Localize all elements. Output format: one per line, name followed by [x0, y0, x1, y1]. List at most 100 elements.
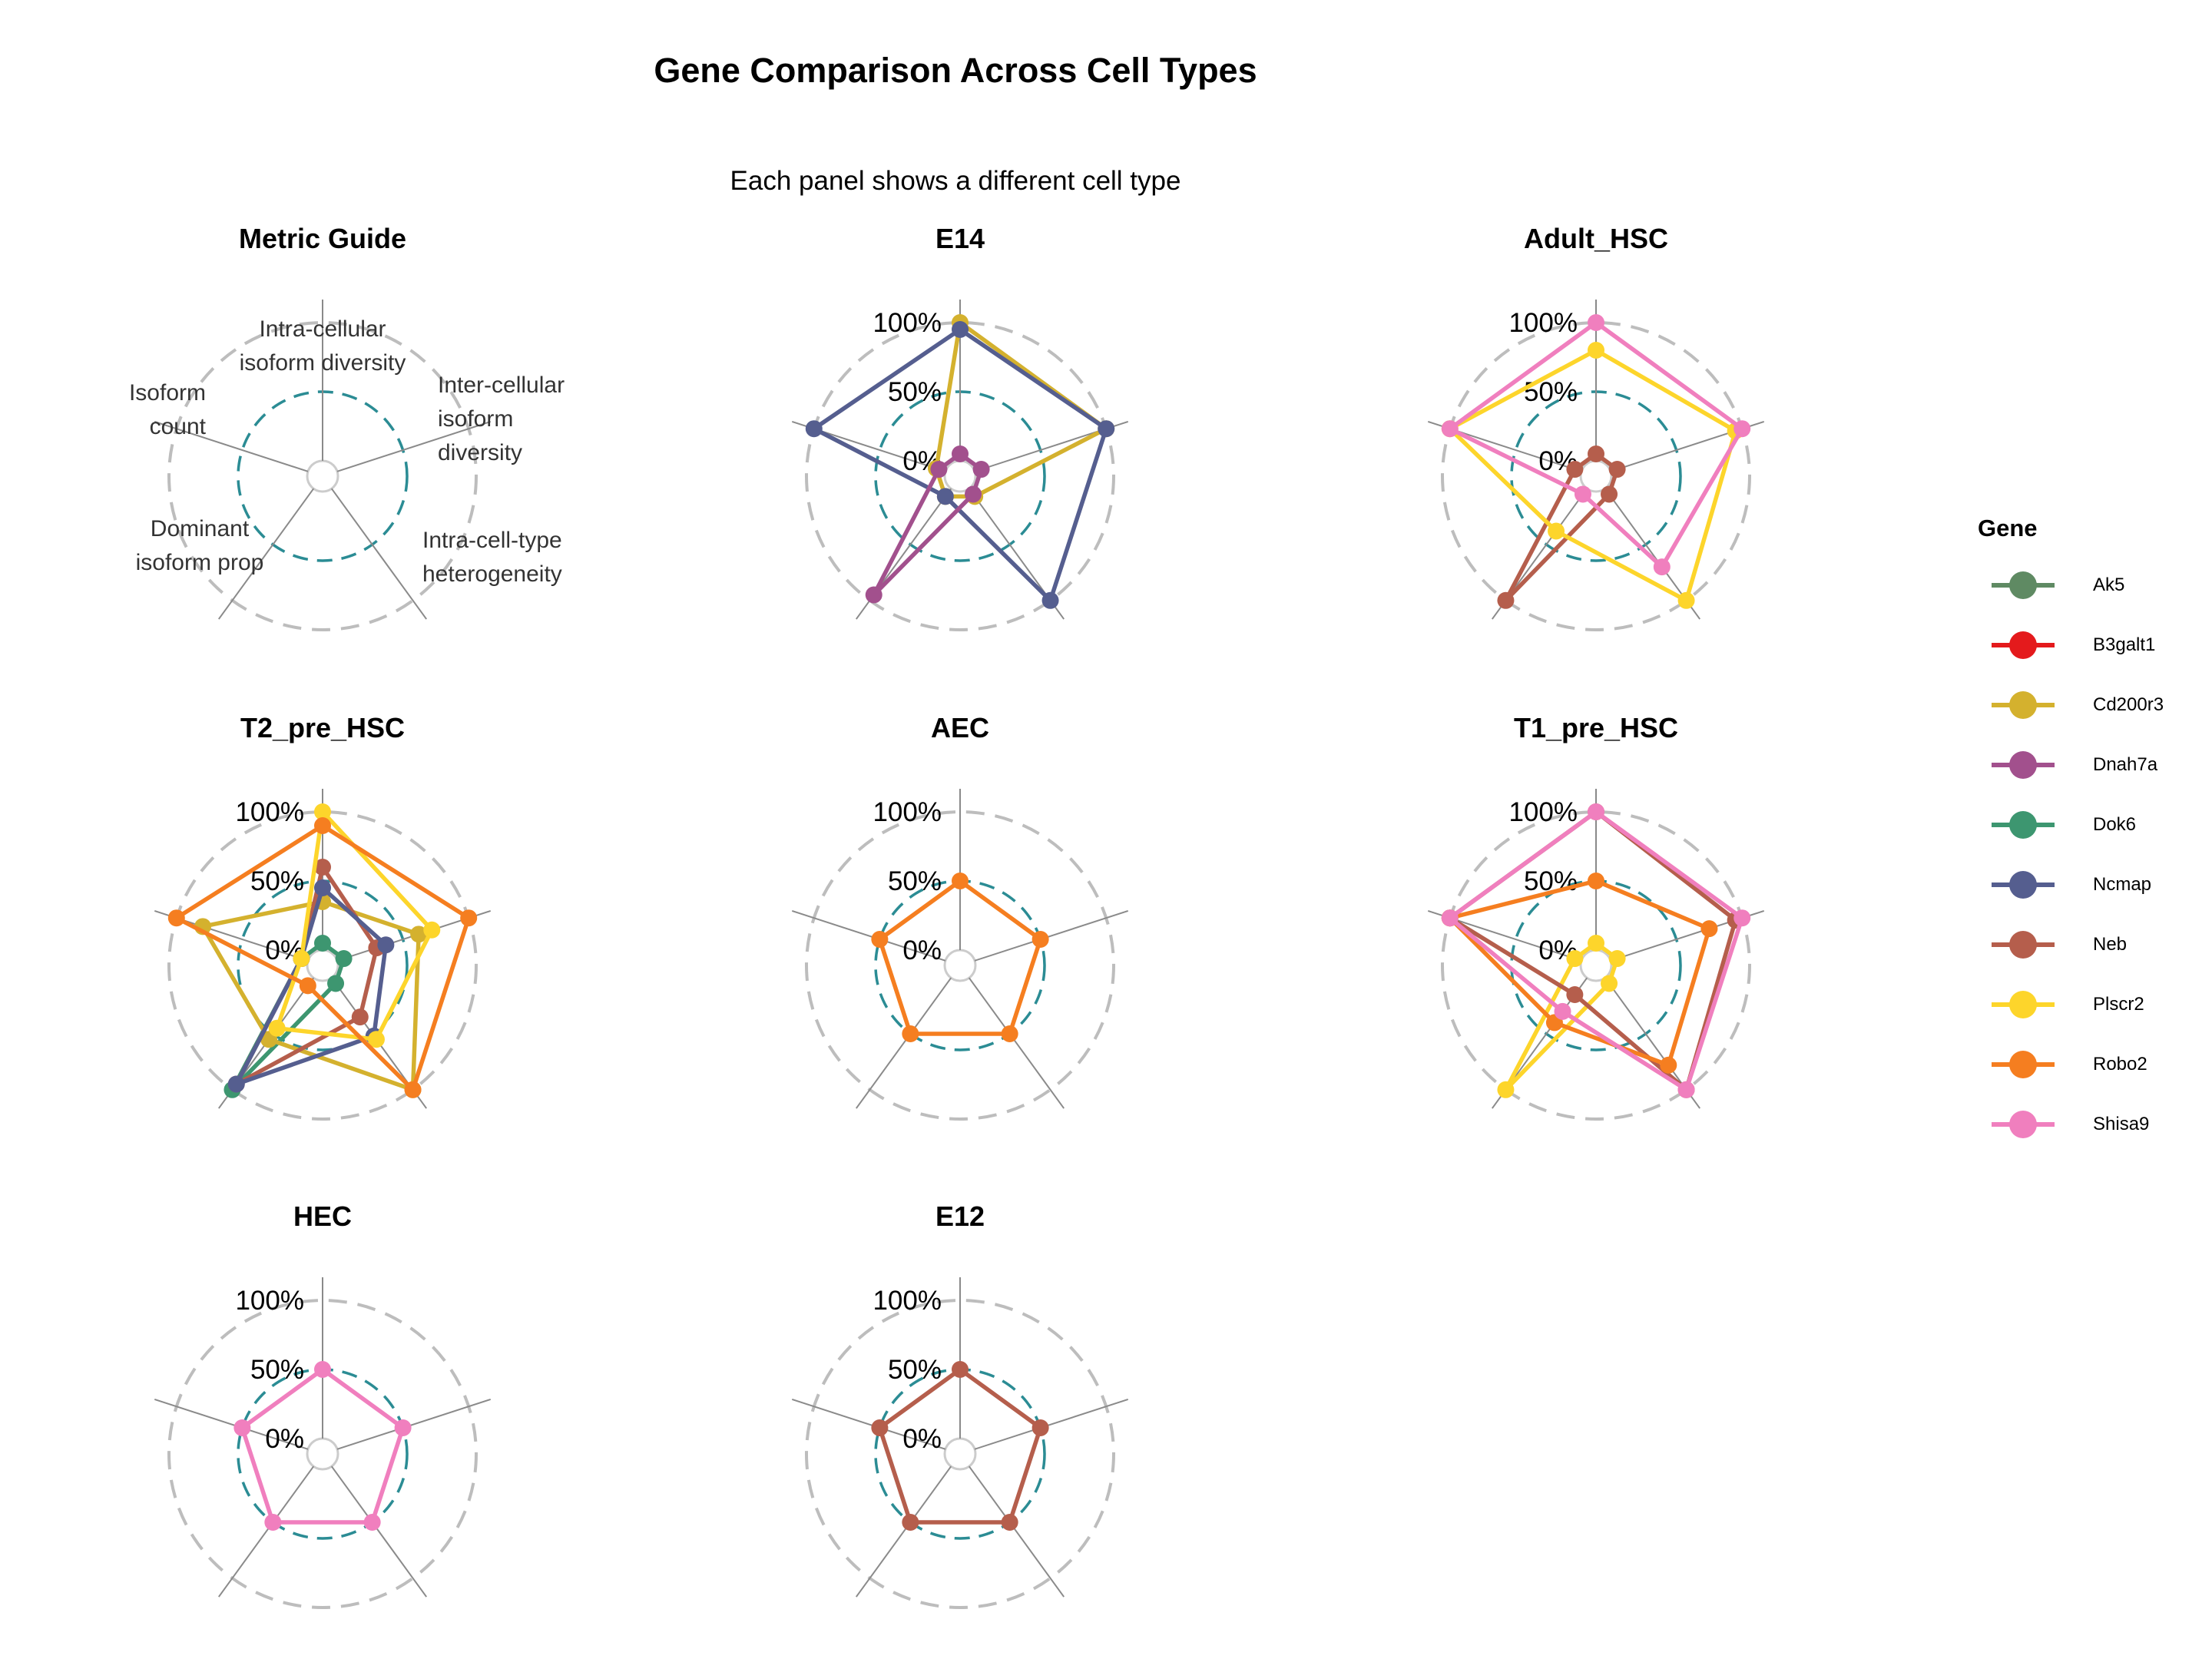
data-point-plscr2	[314, 803, 331, 820]
guide-axis-label: Isoform	[129, 380, 206, 406]
outer-grid-circle	[1441, 321, 1751, 631]
panel-title: Metric Guide	[239, 223, 406, 254]
data-point-shisa9	[1574, 485, 1591, 503]
legend-label: Dok6	[2093, 814, 2137, 835]
r-tick-label: 100%	[873, 308, 942, 338]
panel-title: T1_pre_HSC	[1514, 712, 1678, 743]
data-point-dnah7a	[930, 461, 948, 478]
data-point-neb	[1601, 485, 1618, 503]
data-point-plscr2	[1588, 935, 1604, 952]
series-line-ncmap	[812, 327, 1108, 603]
legend-dot	[2009, 751, 2037, 779]
legend-key-dnah7a	[1992, 751, 2055, 779]
guide-axis-label: Inter-cellular	[438, 373, 565, 398]
data-point-ncmap	[952, 321, 969, 338]
data-point-robo2	[902, 1025, 919, 1042]
data-point-plscr2	[293, 950, 310, 968]
data-point-shisa9	[1653, 558, 1671, 576]
data-point-plscr2	[268, 1019, 286, 1037]
axis-spoke	[154, 420, 309, 472]
legend: Gene Ak5 B3galt1 Cd200r3 Dnah7a Dok6 Ncmap Neb…	[1978, 515, 2200, 1166]
data-point-dnah7a	[865, 586, 882, 604]
chart-subtitle: Each panel shows a different cell type	[730, 166, 1181, 196]
data-point-ncmap	[1098, 420, 1115, 438]
legend-dot	[2009, 571, 2037, 599]
data-point-neb	[1001, 1513, 1018, 1531]
legend-key-robo2	[1992, 1051, 2055, 1078]
data-point-dnah7a	[972, 461, 990, 478]
data-point-shisa9	[1734, 420, 1751, 438]
r-tick-label: 50%	[888, 866, 942, 896]
data-point-plscr2	[1601, 975, 1618, 992]
legend-item-neb: Neb	[1978, 926, 2200, 986]
panel-title: E12	[935, 1200, 985, 1232]
legend-dot	[2009, 1051, 2037, 1078]
series-line-robo2	[877, 879, 1043, 1036]
axis-spoke	[968, 977, 1065, 1109]
series-line-neb	[877, 1367, 1043, 1525]
series-line-shisa9	[240, 1367, 406, 1525]
panel-title: T2_pre_HSC	[240, 712, 405, 743]
legend-label: Shisa9	[2093, 1114, 2150, 1134]
outer-grid-circle	[805, 321, 1115, 631]
data-point-neb	[314, 859, 331, 876]
data-point-neb	[1566, 461, 1584, 478]
legend-label: Robo2	[2093, 1054, 2147, 1075]
panel-title: HEC	[293, 1200, 352, 1232]
data-point-robo2	[314, 817, 331, 834]
data-point-neb	[952, 1361, 969, 1378]
data-point-shisa9	[1677, 1081, 1695, 1098]
data-point-dok6	[314, 935, 331, 952]
axis-spoke	[218, 488, 315, 620]
data-point-neb	[1497, 591, 1515, 609]
panel-title: Adult_HSC	[1524, 223, 1668, 254]
data-point-shisa9	[1588, 803, 1604, 820]
series-line-cd200r3	[200, 899, 421, 1092]
outer-grid-circle	[167, 1299, 478, 1609]
data-point-plscr2	[423, 921, 441, 939]
data-point-ncmap	[314, 879, 331, 896]
axis-spoke	[330, 1465, 427, 1598]
legend-dot	[2009, 931, 2037, 959]
legend-dot	[2009, 811, 2037, 839]
data-point-shisa9	[314, 1361, 331, 1378]
legend-item-plscr2: Plscr2	[1978, 986, 2200, 1046]
data-point-ncmap	[1041, 591, 1059, 609]
r-tick-label: 100%	[1508, 308, 1578, 338]
r-tick-label: 100%	[873, 797, 942, 827]
guide-axis-label: Intra-cellular	[259, 316, 386, 342]
legend-key-dok6	[1992, 811, 2055, 839]
data-point-robo2	[952, 873, 969, 889]
axis-spoke	[791, 909, 946, 962]
data-point-shisa9	[1554, 1002, 1571, 1020]
legend-item-cd200r3: Cd200r3	[1978, 687, 2200, 747]
axis-spoke	[968, 1465, 1065, 1598]
guide-axis-label: Dominant	[151, 516, 250, 541]
data-point-neb	[1031, 1419, 1049, 1437]
inner-grid-circle	[306, 459, 339, 493]
legend-label: B3galt1	[2093, 634, 2156, 655]
data-point-plscr2	[1588, 342, 1604, 359]
guide-axis-label: heterogeneity	[422, 561, 562, 587]
data-point-plscr2	[1608, 950, 1626, 968]
data-point-robo2	[1031, 931, 1049, 949]
outer-grid-circle	[805, 810, 1115, 1121]
data-point-robo2	[167, 909, 185, 927]
data-point-shisa9	[394, 1419, 412, 1437]
data-point-robo2	[1700, 920, 1718, 938]
metric-guide-panel: Metric Guide Intra-cellular isoform divers…	[129, 223, 565, 631]
legend-label: Plscr2	[2093, 994, 2144, 1015]
data-point-neb	[1588, 445, 1604, 462]
legend-dot	[2009, 631, 2037, 659]
axis-spoke	[336, 1398, 492, 1450]
data-point-robo2	[871, 931, 889, 949]
outer-grid-circle	[167, 810, 478, 1121]
data-point-robo2	[460, 909, 478, 927]
data-point-plscr2	[1548, 522, 1565, 540]
guide-axis-label: isoform prop	[136, 550, 264, 575]
legend-dot	[2009, 991, 2037, 1018]
guide-axis-label: diversity	[438, 440, 522, 465]
